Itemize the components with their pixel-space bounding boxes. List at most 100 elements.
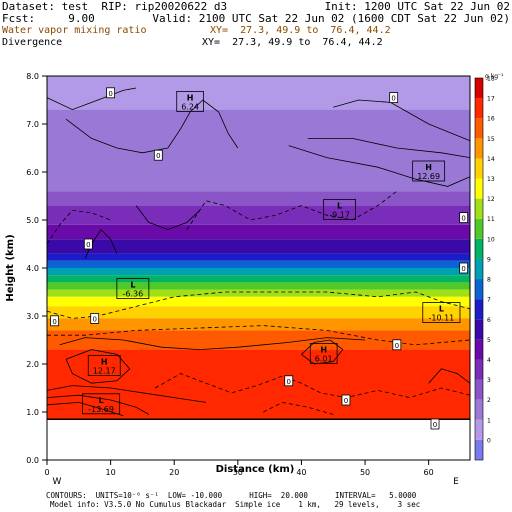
- cross-section-endpoints-secondary: XY= 27.3, 49.9 to 76.4, 44.2: [202, 37, 383, 48]
- high-label-box: [87, 354, 121, 376]
- zero-contour-label: 0: [461, 265, 465, 273]
- zero-contour-label: 0: [395, 342, 399, 350]
- zero-contour-label: 0: [433, 421, 437, 429]
- high-marker: H: [425, 163, 432, 172]
- extremum-value: -13.69: [88, 405, 114, 414]
- zero-contour-label: 0: [344, 397, 348, 405]
- positive-divergence-contour: [46, 401, 124, 417]
- colorbar-unit-label: g kg⁻¹: [485, 73, 504, 80]
- zero-contour-label-box: [341, 394, 351, 406]
- moisture-band: [47, 268, 470, 276]
- colorbar-tick-label: 14: [487, 156, 495, 163]
- positive-divergence-contour: [288, 145, 471, 187]
- zero-contour-label: 0: [52, 318, 56, 326]
- colorbar-swatch: [475, 158, 483, 179]
- negative-divergence-contour: [154, 373, 471, 399]
- x-end-label-left: W: [53, 477, 62, 487]
- zero-contour-label: 0: [286, 378, 290, 386]
- x-tick-label: 20: [169, 468, 179, 477]
- field-name-primary: Water vapor mixing ratio: [2, 25, 147, 36]
- high-label-box: [309, 342, 338, 364]
- moisture-band: [47, 282, 470, 290]
- zero-contour-label: 0: [86, 241, 90, 249]
- model-info: Model info: V3.5.0 No Cumulus Blackadar …: [50, 500, 421, 509]
- colorbar-swatch: [475, 319, 483, 340]
- zero-contour-label-box: [392, 339, 402, 351]
- colorbar-tick-label: 3: [487, 377, 491, 384]
- colorbar-swatch: [475, 178, 483, 199]
- init-time: Init: 1200 UTC Sat 22 Jun 02: [324, 0, 510, 13]
- x-tick-label: 10: [106, 468, 116, 477]
- colorbar-tick-label: 12: [487, 196, 495, 203]
- moisture-band: [47, 224, 470, 240]
- x-axis-label: Distance (km): [216, 464, 295, 475]
- moisture-band: [47, 330, 470, 350]
- low-marker: L: [439, 305, 444, 314]
- negative-divergence-contour: [46, 209, 111, 245]
- colorbar-tick-label: 5: [487, 337, 491, 344]
- colorbar-swatch: [475, 419, 483, 440]
- zero-contour-label-box: [459, 262, 469, 274]
- extremum-value: 6.01: [315, 354, 333, 363]
- positive-divergence-contour: [428, 368, 471, 384]
- zero-contour-label: 0: [156, 152, 160, 160]
- positive-divergence-contour: [307, 138, 471, 158]
- colorbar-tick-label: 9: [487, 256, 491, 263]
- extremum-value: -9.17: [329, 210, 350, 219]
- zero-contour-label: 0: [92, 315, 96, 323]
- colorbar-tick-label: 1: [487, 417, 491, 424]
- plot-frame: [46, 75, 471, 461]
- x-end-label-right: E: [453, 477, 459, 487]
- low-label-box: [422, 302, 461, 324]
- positive-divergence-contour: [46, 385, 207, 403]
- zero-contour-label: 0: [108, 90, 112, 98]
- colorbar-swatch: [475, 339, 483, 360]
- y-tick-label: 8.0: [26, 72, 39, 81]
- positive-divergence-contour: [301, 339, 344, 365]
- zero-contour-label-box: [50, 315, 60, 327]
- zero-contour-label-box: [430, 418, 440, 430]
- x-tick-label: 60: [424, 468, 434, 477]
- colorbar-swatch: [475, 238, 483, 259]
- colorbar-tick-label: 11: [487, 216, 495, 223]
- colorbar-swatch: [475, 78, 483, 99]
- zero-contour-label: 0: [461, 215, 465, 223]
- low-label-box: [323, 198, 357, 220]
- colorbar-swatch: [475, 218, 483, 239]
- x-tick-label: 40: [296, 468, 306, 477]
- colorbar-tick-label: 0: [487, 437, 491, 444]
- colorbar-swatch: [475, 299, 483, 320]
- low-marker: L: [99, 396, 104, 405]
- extremum-value: 12.69: [417, 172, 440, 181]
- positive-divergence-contour: [65, 99, 239, 154]
- colorbar-swatch: [475, 98, 483, 119]
- colorbar-swatch: [475, 258, 483, 280]
- extremum-value: 6.24: [181, 102, 199, 111]
- positive-divergence-contour: [333, 99, 471, 142]
- forecast-hour: Fcst: 9.00: [2, 12, 95, 25]
- y-tick-label: 2.0: [26, 360, 39, 369]
- high-label-box: [176, 91, 204, 112]
- colorbar-tick-label: 6: [487, 317, 491, 324]
- moisture-band: [47, 275, 470, 283]
- colorbar-tick-label: 16: [487, 116, 495, 123]
- positive-divergence-contour: [65, 349, 131, 384]
- valid-time: Valid: 2100 UTC Sat 22 Jun 02 (1600 CDT …: [152, 12, 510, 25]
- moisture-band: [47, 289, 470, 297]
- extremum-value: 12.17: [93, 366, 116, 375]
- colorbar-tick-label: 13: [487, 176, 495, 183]
- colorbar-tick-label: 17: [487, 96, 495, 103]
- negative-divergence-contour: [186, 190, 398, 230]
- high-marker: H: [187, 93, 194, 102]
- zero-contour-label-box: [389, 92, 399, 103]
- field-name-secondary: Divergence: [2, 37, 63, 48]
- high-marker: H: [320, 345, 327, 354]
- moisture-band: [47, 76, 470, 110]
- x-tick-label: 50: [360, 468, 370, 477]
- colorbar-tick-label: 7: [487, 297, 491, 304]
- positive-divergence-contour: [46, 87, 137, 111]
- zero-contour-label-box: [153, 149, 163, 161]
- moisture-band: [47, 253, 470, 261]
- colorbar-swatch: [475, 379, 483, 400]
